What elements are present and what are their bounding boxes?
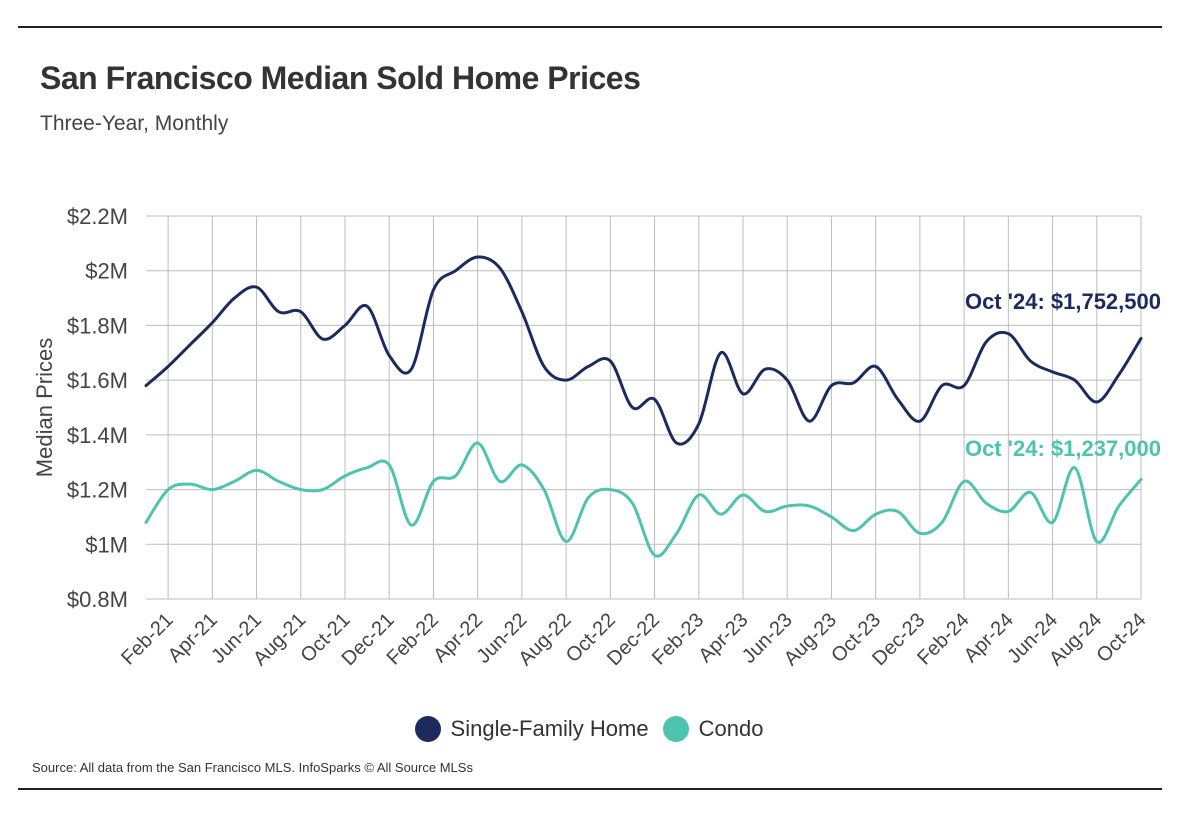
series-line-single-family bbox=[144, 255, 1143, 446]
x-tick-label: Oct-24 bbox=[1093, 609, 1151, 667]
y-tick-label: $1.8M bbox=[67, 313, 128, 338]
legend-label-condo: Condo bbox=[698, 716, 764, 741]
legend-item-single-family: Single-Family Home bbox=[414, 716, 649, 742]
top-rule bbox=[18, 26, 1162, 28]
annotation-condo: Oct '24: $1,237,000 bbox=[965, 436, 1161, 461]
y-tick-label: $2M bbox=[85, 259, 128, 284]
page-subtitle: Three-Year, Monthly bbox=[40, 112, 229, 135]
y-axis-title: Median Prices bbox=[32, 338, 57, 477]
bottom-rule bbox=[18, 788, 1162, 790]
y-tick-label: $0.8M bbox=[67, 587, 128, 612]
legend-label-single-family: Single-Family Home bbox=[450, 716, 649, 741]
series-line-condo bbox=[144, 441, 1143, 558]
label-layer: Oct '24: $1,752,500 Oct '24: $1,237,000 bbox=[965, 289, 1161, 461]
legend-swatch-condo bbox=[662, 716, 689, 742]
grid-layer bbox=[146, 215, 1142, 600]
series-layer bbox=[144, 255, 1143, 558]
page-title: San Francisco Median Sold Home Prices bbox=[40, 60, 641, 96]
y-tick-label: $1.2M bbox=[67, 478, 128, 503]
y-tick-label: $1M bbox=[85, 532, 128, 557]
y-tick-label: $1.4M bbox=[67, 423, 128, 448]
line-chart: $0.8M $1M $1.2M $1.4M $1.6M $1.8M $2M $2.2M Feb-… bbox=[32, 204, 1161, 670]
legend-swatch-single-family bbox=[414, 716, 441, 742]
x-tick-label: Feb-21 bbox=[117, 609, 177, 669]
source-note: Source: All data from the San Francisco … bbox=[32, 760, 473, 775]
y-tick-label: $1.6M bbox=[67, 368, 128, 393]
annotation-single-family: Oct '24: $1,752,500 bbox=[965, 289, 1161, 314]
y-tick-label: $2.2M bbox=[67, 204, 128, 229]
legend: Single-Family Home Condo bbox=[0, 716, 1178, 742]
legend-item-condo: Condo bbox=[662, 716, 764, 742]
